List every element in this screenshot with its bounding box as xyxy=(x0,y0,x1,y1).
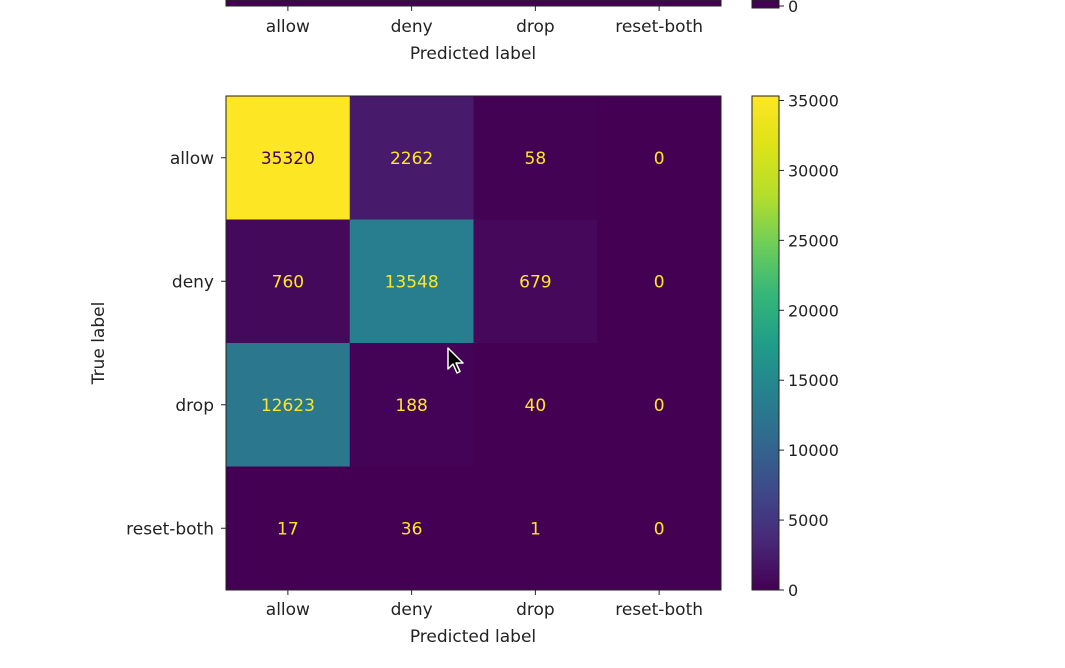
cell-value-label: 13548 xyxy=(385,272,439,292)
x-tick-label: reset-both xyxy=(615,600,703,620)
matrix-frame xyxy=(225,95,722,591)
matrix-cells xyxy=(226,96,722,591)
top-matrix-bottom-edge xyxy=(225,0,722,7)
cell-value-label: 12623 xyxy=(261,396,315,416)
y-tick-label: allow xyxy=(170,149,214,169)
colorbar-tick-label: 0 xyxy=(788,581,798,600)
y-tick-label: drop xyxy=(175,396,214,416)
colorbar-tick-label: 5000 xyxy=(788,511,829,530)
matrix-cell-allow-deny xyxy=(349,96,474,220)
y-tick-label: reset-both xyxy=(126,519,214,539)
cell-value-label: 188 xyxy=(395,396,427,416)
top-x-axis-label: Predicted label xyxy=(410,44,536,64)
colorbar xyxy=(751,95,780,591)
top-colorbar-bottom-edge xyxy=(751,0,780,9)
y-axis-label: True label xyxy=(89,302,109,386)
cell-value-label: 0 xyxy=(654,272,665,292)
top-x-tick-label: reset-both xyxy=(615,17,703,37)
matrix-cell-labels: 35320 2262 58 0 760 13548 679 0 12623 188 40 0 17 36 1… xyxy=(261,149,665,540)
matrix-cell-deny-deny xyxy=(349,219,474,344)
top-x-tick-label: allow xyxy=(266,17,310,37)
colorbar-tick-label: 30000 xyxy=(788,161,839,180)
cell-value-label: 58 xyxy=(525,149,547,169)
cell-value-label: 35320 xyxy=(261,149,315,169)
top-colorbar-tick-label: 0 xyxy=(788,0,798,16)
top-x-tick-label: deny xyxy=(391,17,433,37)
y-tick-label: deny xyxy=(172,272,214,292)
top-x-tick-label: drop xyxy=(516,17,555,37)
matrix-cell-reset-both-allow xyxy=(226,466,351,591)
matrix-cell-reset-both-drop xyxy=(473,466,598,591)
main-confusion-matrix: 35320 2262 58 0 760 13548 679 0 12623 188 40 0 17 36 1… xyxy=(89,91,839,647)
top-x-tick-labels: allow deny drop reset-both xyxy=(266,6,703,37)
x-tick-label: allow xyxy=(266,600,310,620)
x-axis-label: Predicted label xyxy=(410,627,536,647)
x-tick-label: deny xyxy=(391,600,433,620)
x-tick-label: drop xyxy=(516,600,555,620)
cell-value-label: 0 xyxy=(654,396,665,416)
matrix-cell-deny-drop xyxy=(473,219,598,344)
cell-value-label: 17 xyxy=(277,519,299,539)
colorbar-tick-label: 35000 xyxy=(788,91,839,110)
y-tick-labels: allow deny drop reset-both xyxy=(126,149,226,539)
matrix-cell-reset-both-reset-both xyxy=(597,466,722,591)
x-tick-labels: allow deny drop reset-both xyxy=(266,590,703,620)
matrix-cell-drop-reset-both xyxy=(597,343,722,467)
cell-value-label: 760 xyxy=(272,272,304,292)
matrix-cell-drop-allow xyxy=(226,343,351,467)
cell-value-label: 0 xyxy=(654,149,665,169)
colorbar-ticks: 0 5000 10000 15000 20000 25000 30000 35000 xyxy=(779,91,839,600)
cell-value-label: 36 xyxy=(401,519,423,539)
matrix-cell-allow-drop xyxy=(473,96,598,220)
matrix-cell-allow-reset-both xyxy=(597,96,722,220)
mouse-cursor-icon xyxy=(447,347,464,374)
matrix-cell-reset-both-deny xyxy=(349,466,474,591)
matrix-cell-deny-reset-both xyxy=(597,219,722,344)
cell-value-label: 2262 xyxy=(390,149,433,169)
matrix-cell-drop-drop xyxy=(473,343,598,467)
matrix-cell-allow-allow xyxy=(226,96,351,220)
matrix-cell-deny-allow xyxy=(226,219,351,344)
colorbar-tick-label: 20000 xyxy=(788,301,839,320)
cell-value-label: 1 xyxy=(530,519,541,539)
colorbar-tick-label: 15000 xyxy=(788,371,839,390)
cell-value-label: 0 xyxy=(654,519,665,539)
colorbar-tick-label: 10000 xyxy=(788,441,839,460)
cell-value-label: 679 xyxy=(519,272,551,292)
top-confusion-matrix-partial: 0 allow deny drop reset-both Predicted labe… xyxy=(225,0,798,64)
cell-value-label: 40 xyxy=(525,396,547,416)
colorbar-tick-label: 25000 xyxy=(788,231,839,250)
